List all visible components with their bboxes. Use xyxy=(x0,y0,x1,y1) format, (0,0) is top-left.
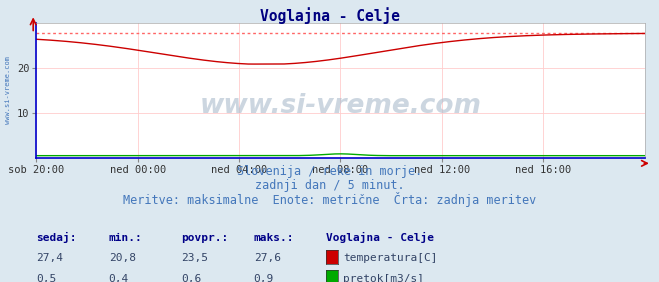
Text: pretok[m3/s]: pretok[m3/s] xyxy=(343,274,424,282)
Text: Slovenija / reke in morje.: Slovenija / reke in morje. xyxy=(237,165,422,178)
Text: 0,5: 0,5 xyxy=(36,274,57,282)
Text: Meritve: maksimalne  Enote: metrične  Črta: zadnja meritev: Meritve: maksimalne Enote: metrične Črta… xyxy=(123,192,536,207)
Text: min.:: min.: xyxy=(109,233,142,243)
Text: www.si-vreme.com: www.si-vreme.com xyxy=(200,94,481,120)
Text: Voglajna - Celje: Voglajna - Celje xyxy=(260,7,399,24)
Text: sedaj:: sedaj: xyxy=(36,232,76,243)
Text: 20,8: 20,8 xyxy=(109,254,136,263)
Text: 0,6: 0,6 xyxy=(181,274,202,282)
Text: www.si-vreme.com: www.si-vreme.com xyxy=(5,56,11,124)
Text: 23,5: 23,5 xyxy=(181,254,208,263)
Text: temperatura[C]: temperatura[C] xyxy=(343,254,438,263)
Text: 0,9: 0,9 xyxy=(254,274,274,282)
Text: povpr.:: povpr.: xyxy=(181,233,229,243)
Text: 27,4: 27,4 xyxy=(36,254,63,263)
Text: zadnji dan / 5 minut.: zadnji dan / 5 minut. xyxy=(254,179,405,191)
Text: maks.:: maks.: xyxy=(254,233,294,243)
Text: 0,4: 0,4 xyxy=(109,274,129,282)
Text: 27,6: 27,6 xyxy=(254,254,281,263)
Text: Voglajna - Celje: Voglajna - Celje xyxy=(326,232,434,243)
